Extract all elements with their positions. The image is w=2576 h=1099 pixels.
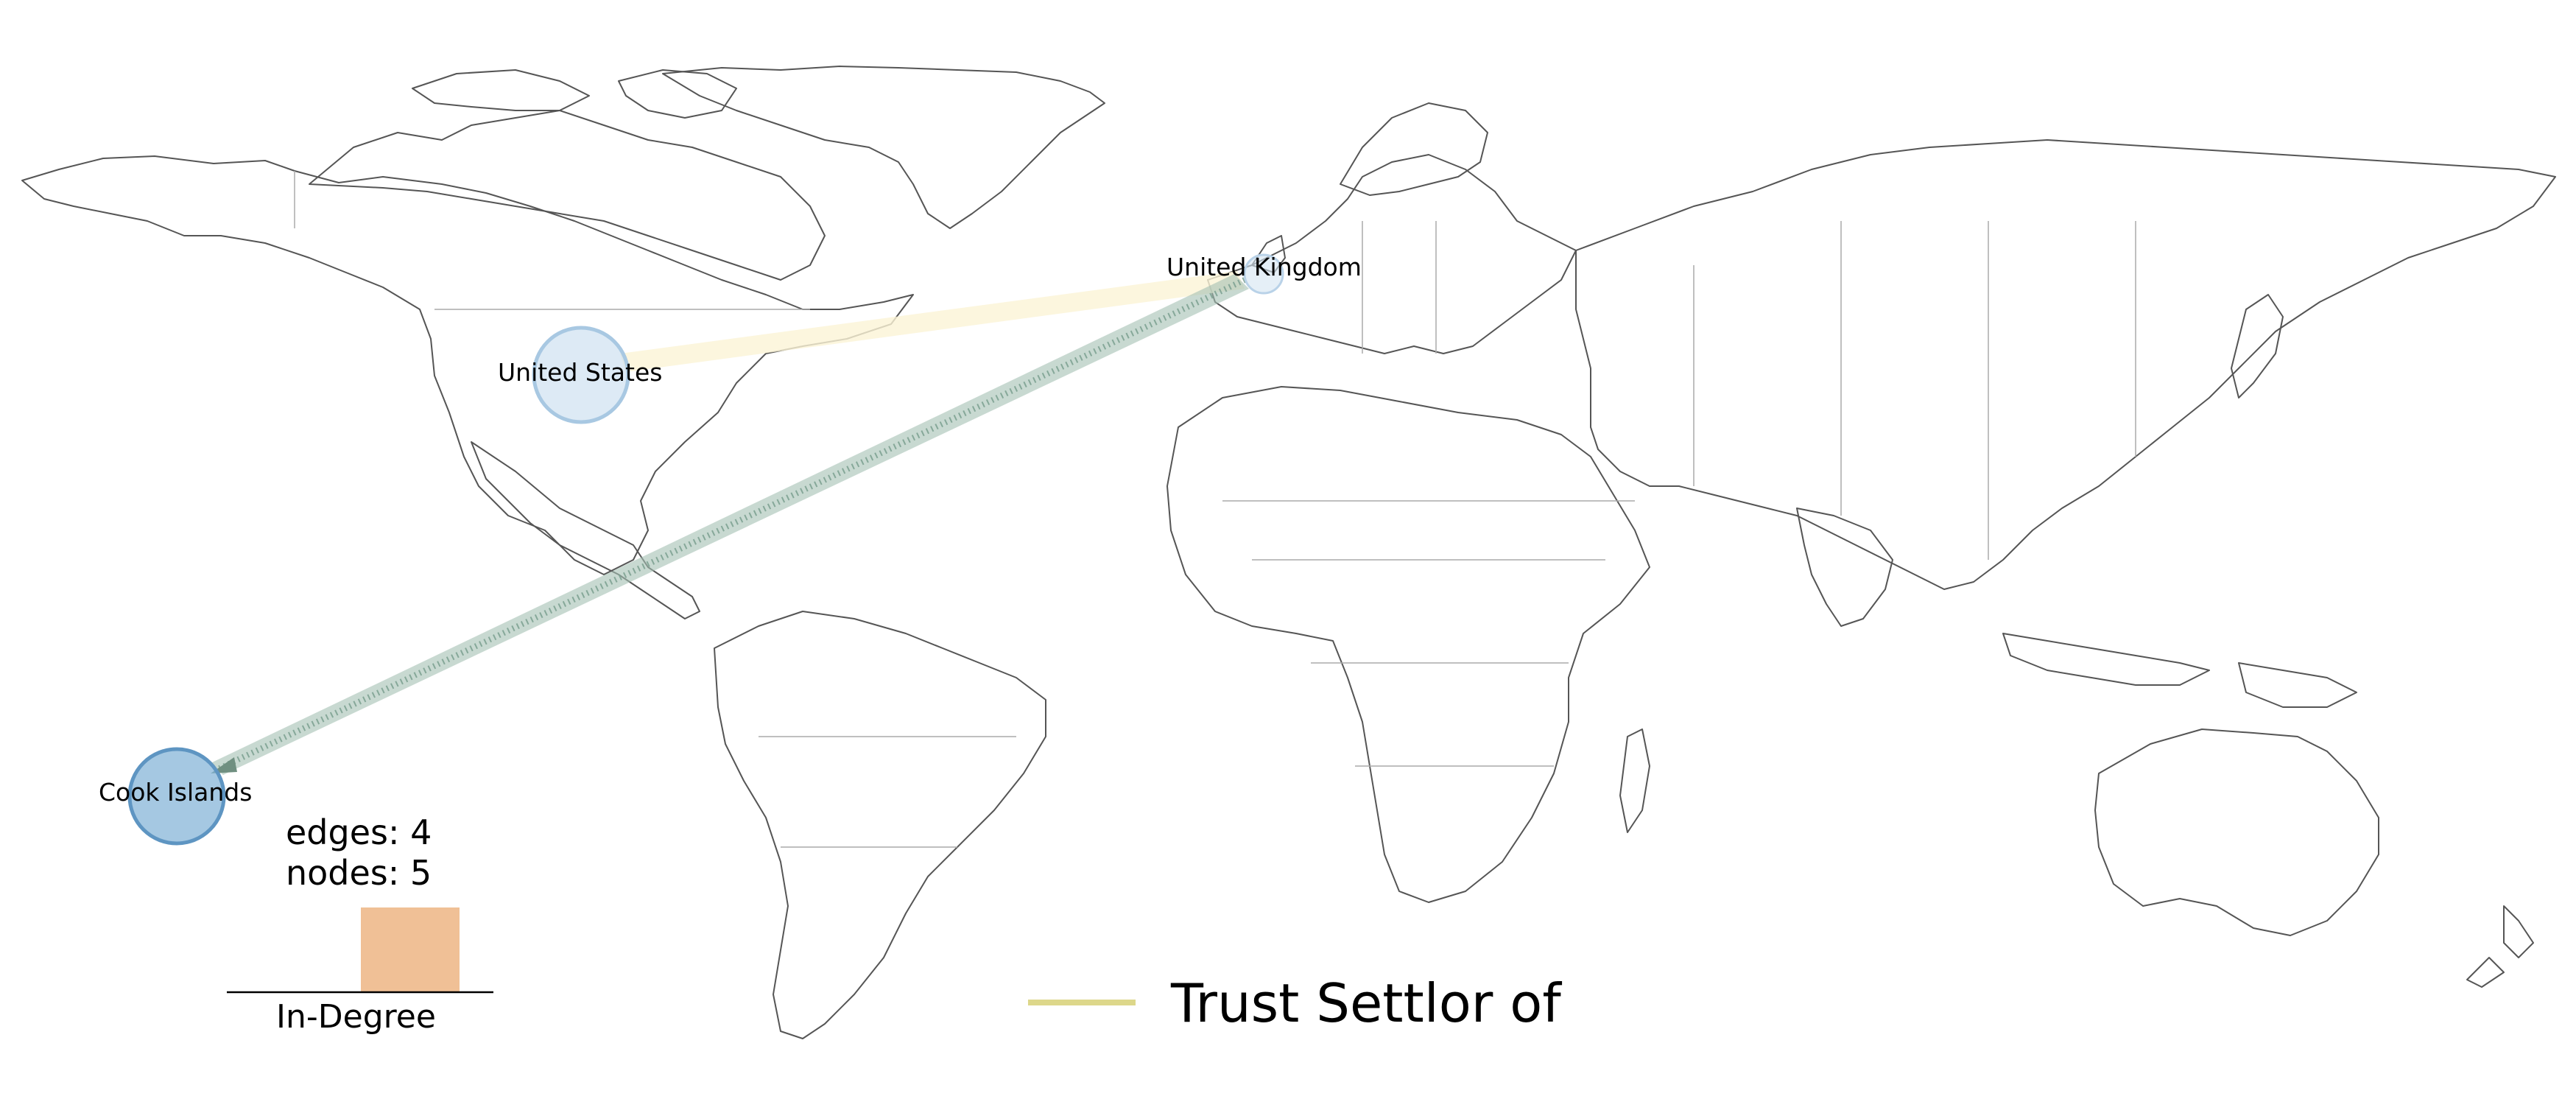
edge-us-uk [620, 271, 1245, 372]
legend-label: Trust Settlor of [1171, 972, 1561, 1034]
country-outlines [21, 66, 2556, 1039]
borders [294, 171, 2136, 848]
in-degree-axis-title: In-Degree [276, 998, 436, 1036]
node-label-united-states: United States [498, 358, 663, 387]
node-count: nodes: 5 [286, 853, 432, 893]
node-united-kingdom[interactable] [1243, 253, 1284, 295]
node-united-states[interactable] [532, 326, 630, 424]
node-label-cook-islands: Cook Islands [99, 778, 253, 807]
node-cook-islands[interactable] [127, 747, 226, 846]
in-degree-bar [361, 907, 460, 991]
edge-uk-cook [211, 274, 1249, 775]
node-label-united-kingdom: United Kingdom [1166, 253, 1362, 281]
edge-count: edges: 4 [286, 812, 432, 852]
